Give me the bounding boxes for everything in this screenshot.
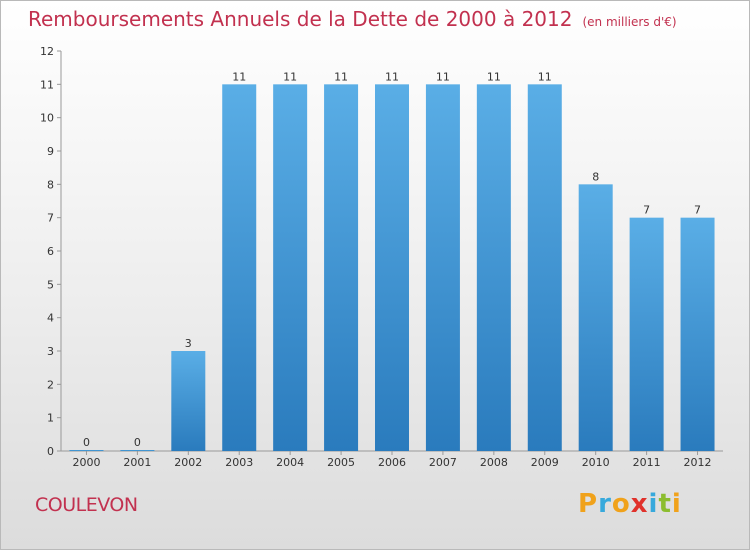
bar [680,217,715,451]
x-tick-label: 2001 [123,456,151,469]
x-tick-label: 2012 [684,456,712,469]
x-tick-label: 2011 [633,456,661,469]
bar [222,84,257,451]
bar [375,84,409,451]
chart-title-text: Remboursements Annuels de la Dette de 20… [28,7,573,31]
x-axis: 2000 2001 2002 2003 2004 2005 2006 2007 2008 2009… [61,450,723,469]
y-tick-label: 10 [40,112,54,125]
bar [324,84,359,451]
bar-value-label: 11 [487,70,501,83]
bar-value-label: 11 [334,70,348,83]
logo-letter: P [578,489,599,519]
y-tick-label: 7 [47,212,54,225]
y-tick-label: 1 [47,412,54,425]
bar [629,217,664,451]
chart-title: Remboursements Annuels de la Dette de 20… [28,7,677,31]
logo-letter: i [648,489,659,519]
y-tick-label: 6 [47,245,54,258]
logo-letter: t [658,489,672,519]
x-tick-label: 2003 [225,456,253,469]
x-tick-label: 2002 [174,456,202,469]
y-tick-label: 8 [47,178,54,191]
bar [171,351,206,451]
chart-unit-text: (en milliers d'€) [582,15,677,29]
y-tick-label: 3 [47,345,54,358]
x-tick-label: 2005 [327,456,355,469]
x-tick-label: 2000 [72,456,100,469]
y-tick-label: 5 [47,278,54,291]
bar-value-label: 11 [538,70,552,83]
proxiti-logo: Proxiti [578,489,682,519]
bar [273,84,308,451]
y-tick-label: 12 [40,45,54,58]
bar [527,84,562,451]
bar-value-label: 0 [83,436,90,449]
y-tick-label: 4 [47,312,54,325]
bar-value-label: 11 [385,70,399,83]
commune-name: COULEVON [35,494,138,516]
x-tick-label: 2008 [480,456,508,469]
x-tick-label: 2009 [531,456,559,469]
x-tick-label: 2010 [582,456,610,469]
bar [120,450,155,451]
logo-letter: i [671,489,682,519]
y-tick-label: 0 [47,445,54,458]
bar-value-label: 8 [592,170,599,183]
x-tick-label: 2006 [378,456,406,469]
bar-value-label: 0 [134,436,141,449]
bar-value-label: 7 [643,204,650,217]
bar [578,184,613,452]
bar-value-label: 11 [436,70,450,83]
bar-value-label: 11 [283,70,297,83]
bar-value-label: 7 [694,204,701,217]
bar-value-label: 3 [185,337,192,350]
bar-value-label: 11 [232,70,246,83]
logo-letter: x [630,489,649,519]
bars: 0 0 3 11 11 11 11 11 11 11 8 7 7 [69,70,715,452]
y-tick-label: 9 [47,145,54,158]
bar [69,450,104,451]
y-tick-label: 11 [40,78,54,91]
y-tick-label: 2 [47,378,54,391]
logo-letter: o [611,489,631,519]
x-tick-label: 2007 [429,456,457,469]
x-tick-label: 2004 [276,456,304,469]
bar [476,84,511,451]
bar [425,84,460,451]
logo-letter: r [598,489,612,519]
